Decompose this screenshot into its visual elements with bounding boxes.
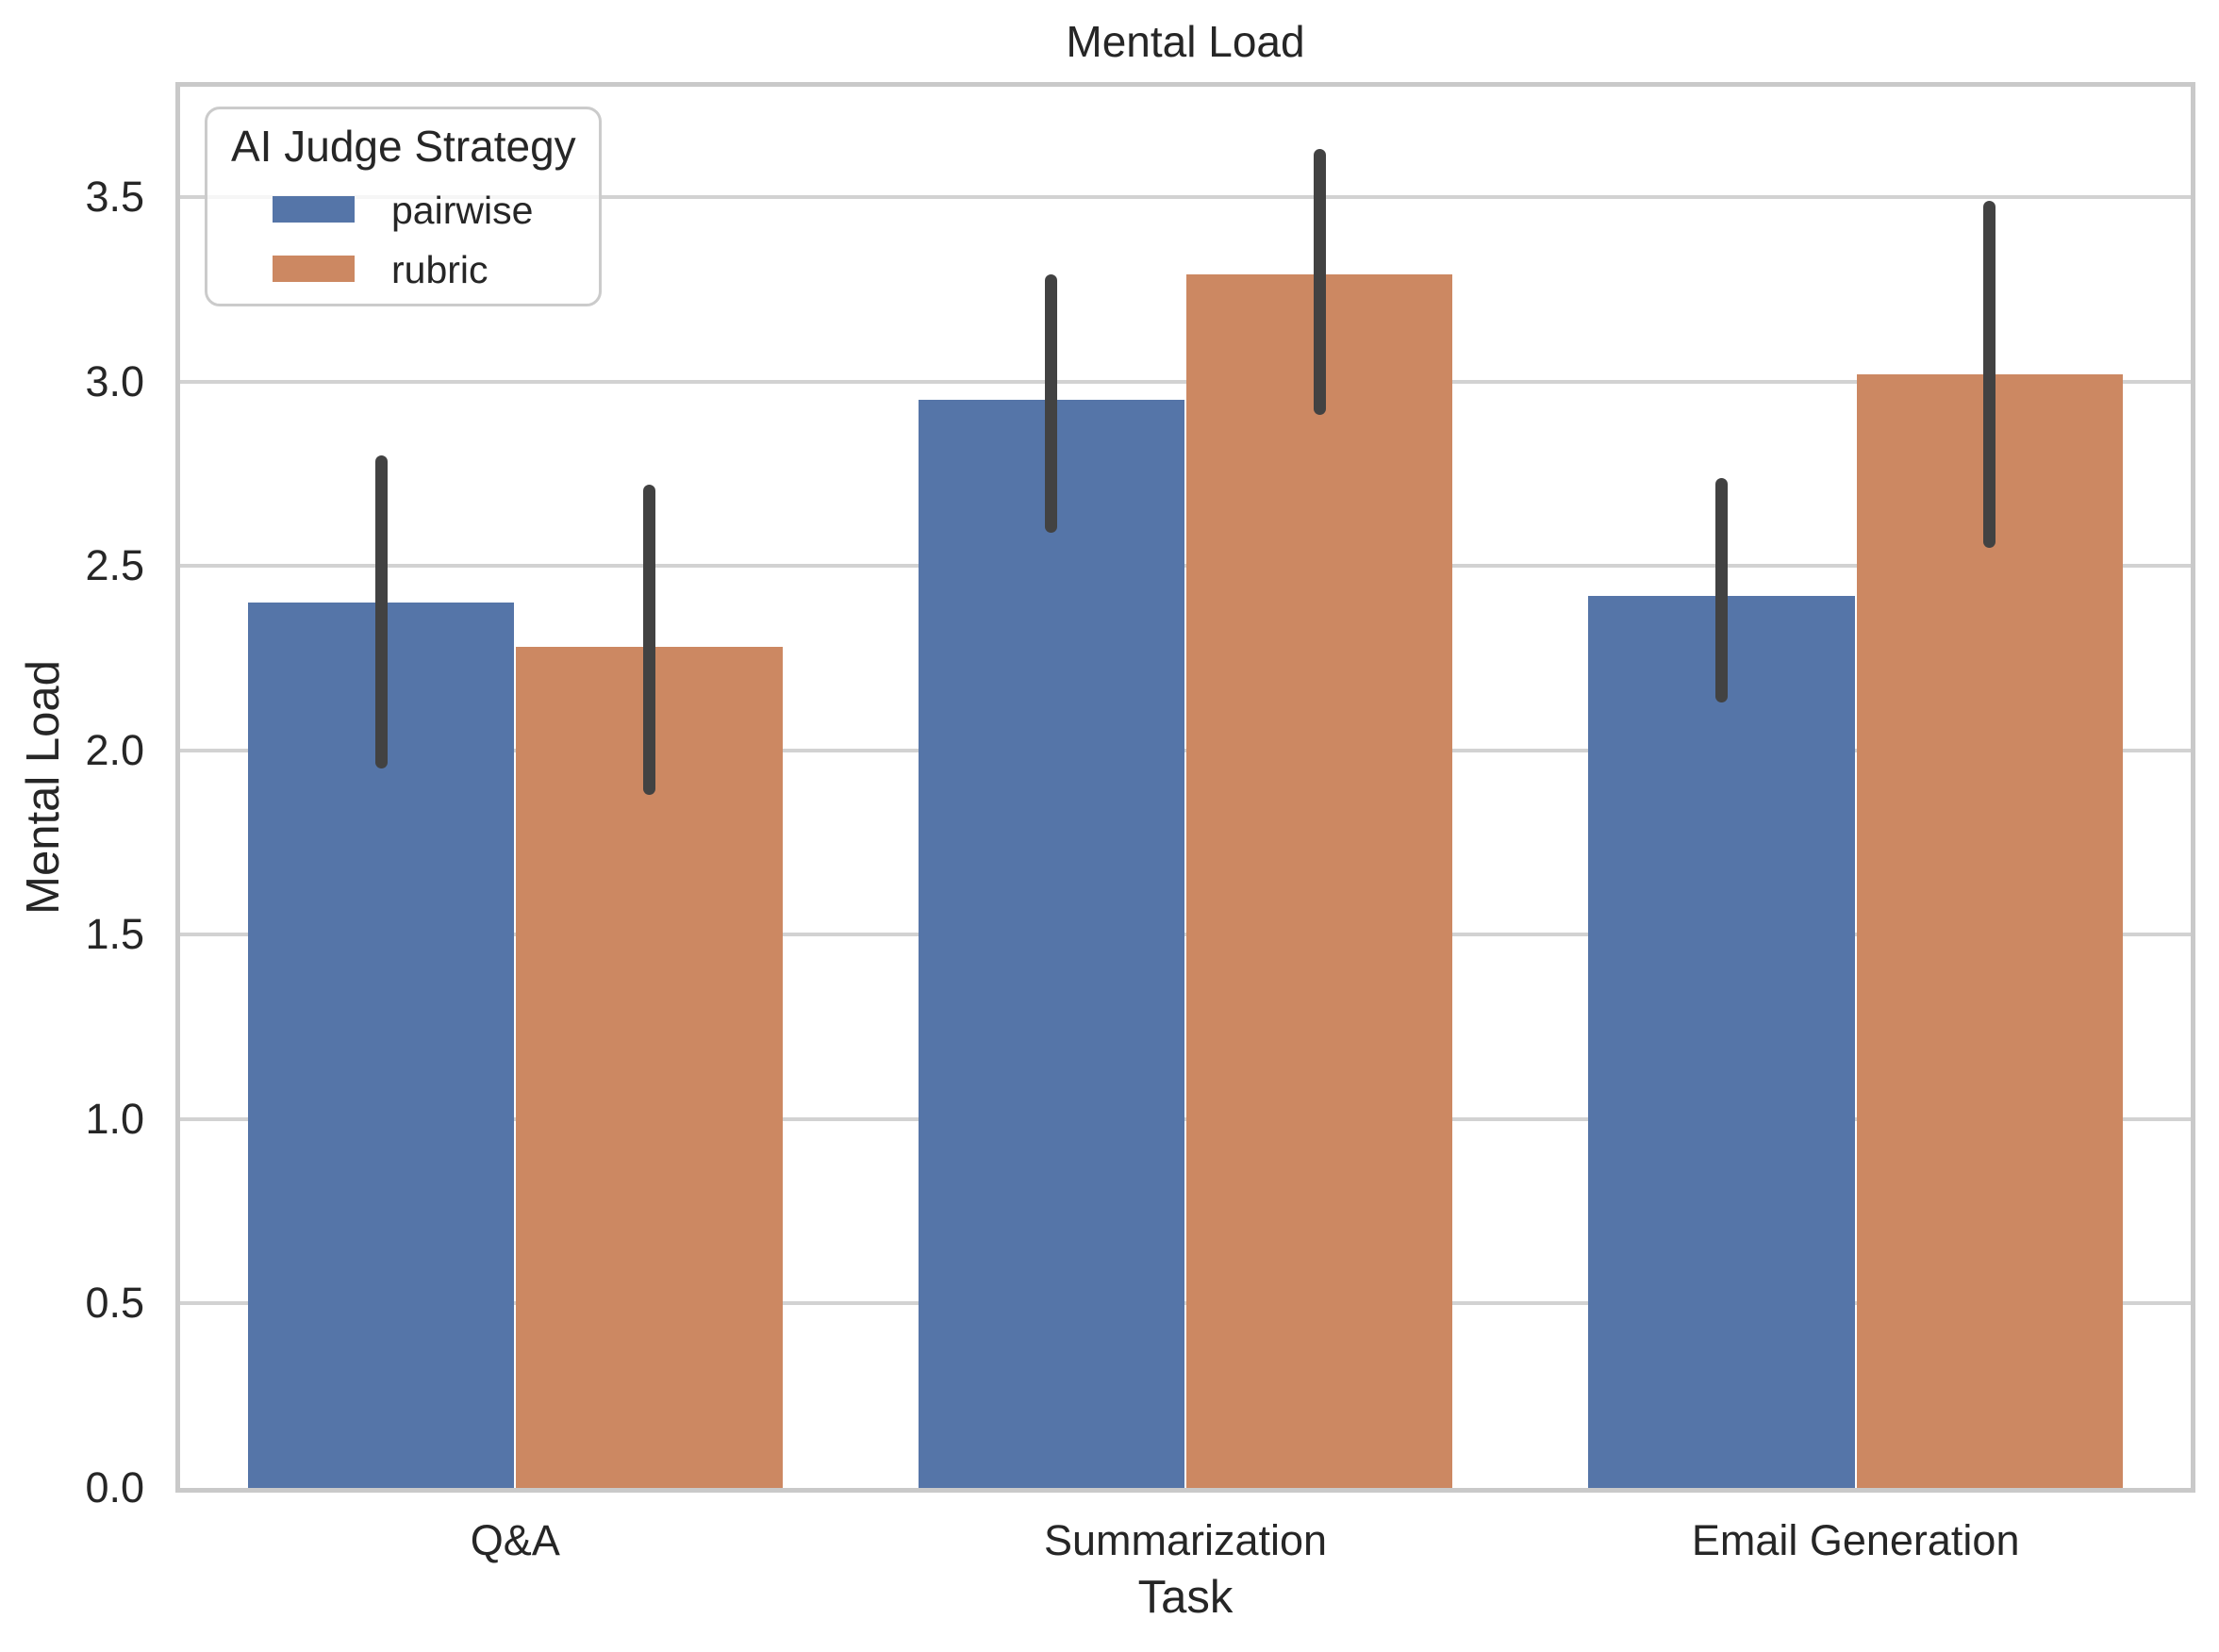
legend-label-pairwise: pairwise: [391, 189, 534, 232]
y-axis-title: Mental Load: [18, 660, 69, 915]
x-tick-label-email-generation: Email Generation: [1691, 1516, 2020, 1564]
legend-swatch-pairwise: [273, 196, 355, 223]
error-bar-q-a-rubric: [642, 485, 655, 795]
y-tick-label-2.5: 2.5: [85, 541, 144, 590]
bar-email-generation-rubric: [1856, 374, 2123, 1488]
y-tick-label-0.0: 0.0: [85, 1463, 144, 1512]
y-tick-label-0.5: 0.5: [85, 1279, 144, 1328]
bar-email-generation-pairwise: [1588, 595, 1855, 1488]
bar-summarization-rubric: [1186, 274, 1453, 1488]
gridline-y-0.5: [180, 1301, 2191, 1306]
error-bar-email-generation-pairwise: [1715, 477, 1729, 703]
error-bar-email-generation-rubric: [1983, 201, 1996, 548]
y-tick-label-3.0: 3.0: [85, 356, 144, 405]
legend: AI Judge Strategy pairwise rubric: [205, 107, 602, 306]
plot-area: AI Judge Strategy pairwise rubric: [175, 82, 2195, 1493]
gridline-y-1.5: [180, 933, 2191, 937]
error-bar-summarization-rubric: [1313, 149, 1326, 416]
gridline-y-3.0: [180, 379, 2191, 384]
chart-title: Mental Load: [1066, 17, 1305, 66]
y-tick-label-1.0: 1.0: [85, 1094, 144, 1143]
x-axis-title: Task: [1137, 1572, 1234, 1623]
gridline-y-2.5: [180, 564, 2191, 569]
x-tick-label-summarization: Summarization: [1043, 1516, 1328, 1564]
y-tick-label-1.5: 1.5: [85, 910, 144, 959]
error-bar-q-a-pairwise: [374, 455, 388, 769]
gridline-y-3.5: [180, 195, 2191, 200]
legend-label-rubric: rubric: [391, 248, 489, 291]
y-tick-label-2.0: 2.0: [85, 725, 144, 774]
legend-title: AI Judge Strategy: [231, 122, 576, 171]
y-tick-label-3.5: 3.5: [85, 173, 144, 222]
error-bar-summarization-pairwise: [1045, 274, 1058, 534]
gridline-y-1.0: [180, 1116, 2191, 1121]
x-tick-label-q-a: Q&A: [470, 1516, 560, 1564]
legend-swatch-rubric: [273, 256, 355, 282]
gridline-y-2.0: [180, 748, 2191, 752]
bar-summarization-pairwise: [918, 400, 1184, 1488]
